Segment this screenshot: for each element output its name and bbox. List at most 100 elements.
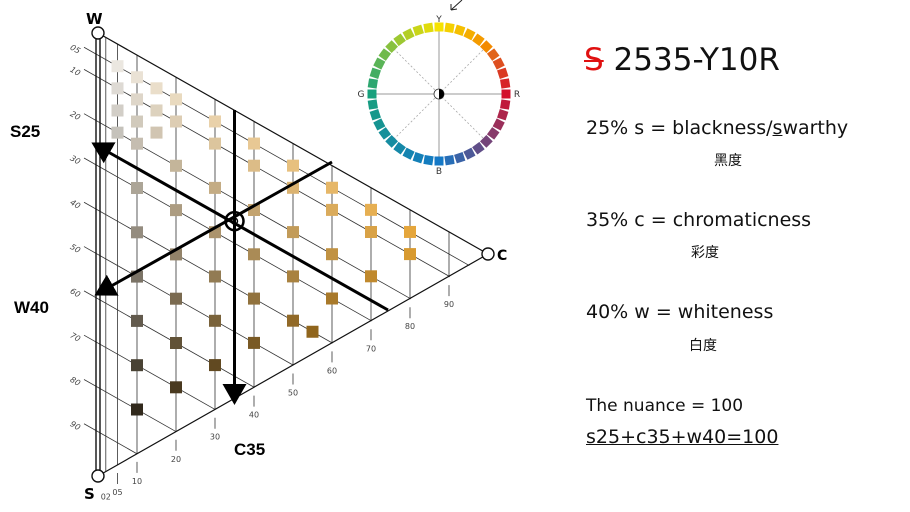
color-sample xyxy=(111,60,124,73)
color-sample xyxy=(170,115,182,128)
blackness-tick-label: 20 xyxy=(69,109,82,122)
blackness-line xyxy=(83,334,216,410)
neutral-center-black xyxy=(439,89,444,99)
c35-label: C35 xyxy=(234,440,266,459)
color-sample xyxy=(287,159,299,172)
hue-sample xyxy=(480,135,493,148)
chromaticness-tick-label: 30 xyxy=(210,433,220,442)
target-nuance-marker xyxy=(224,210,245,232)
target-nuance-dot xyxy=(230,217,239,225)
c-vertex xyxy=(481,247,495,261)
hue-sample xyxy=(402,147,415,160)
color-sample xyxy=(365,226,377,238)
w-vertex xyxy=(91,26,105,40)
hue-label-r: R xyxy=(514,90,520,100)
color-sample xyxy=(111,82,124,95)
color-sample xyxy=(170,381,182,394)
hue-sample xyxy=(367,78,378,89)
whiteness-definition: 40% w = whiteness xyxy=(586,301,774,323)
blackness-tick-label: 50 xyxy=(69,242,82,255)
hue-sample xyxy=(486,127,500,140)
color-sample xyxy=(209,115,221,128)
blackness-tick-label: 30 xyxy=(69,154,82,167)
hue-sample xyxy=(367,89,377,99)
hue-pointer-arrow xyxy=(450,0,463,11)
hue-sample xyxy=(373,57,386,70)
color-sample xyxy=(131,115,143,128)
hue-sample xyxy=(412,152,424,164)
color-sample xyxy=(326,181,338,194)
color-sample xyxy=(209,359,221,372)
s25-label: S25 xyxy=(10,122,41,141)
hue-diagonal xyxy=(390,45,488,143)
chromaticness-tick-label: 02 xyxy=(101,493,111,502)
hue-sample xyxy=(434,156,444,166)
chromaticness-definition: 35% c = chromaticness xyxy=(586,209,812,231)
chromaticness-tick-label: 70 xyxy=(366,344,376,353)
blackness-tick-label: 40 xyxy=(69,198,82,211)
color-sample xyxy=(248,292,260,305)
color-sample xyxy=(131,182,143,194)
blackness-tick-label: 80 xyxy=(69,375,82,388)
hue-label-b: B xyxy=(436,167,442,177)
hue-sample xyxy=(444,155,455,166)
arrows xyxy=(91,110,389,405)
color-samples xyxy=(111,60,416,416)
chromaticness-tick-label: 20 xyxy=(171,455,181,464)
hue-sample xyxy=(500,78,511,89)
hue-sample xyxy=(463,28,476,41)
color-sample xyxy=(170,93,182,106)
hue-sample xyxy=(412,24,424,36)
w-vertex-label: W xyxy=(86,10,103,28)
chromaticness-cjk: 彩度 xyxy=(691,245,719,261)
color-sample xyxy=(150,82,163,95)
blackness-line xyxy=(83,246,294,366)
color-sample xyxy=(326,248,338,261)
hue-sample xyxy=(369,109,381,121)
color-sample xyxy=(150,126,163,139)
hue-sample xyxy=(454,24,466,36)
color-sample xyxy=(209,137,221,150)
hue-sample xyxy=(434,22,444,32)
hue-sample xyxy=(423,22,434,33)
hue-sample xyxy=(423,155,434,166)
color-sample xyxy=(170,159,182,172)
ncs-notation: S 2535-Y10R xyxy=(584,42,780,78)
standard-prefix: S xyxy=(584,42,604,78)
color-sample xyxy=(170,337,182,349)
color-sample xyxy=(170,204,182,217)
chromaticness-tick-label: 90 xyxy=(444,300,454,309)
color-sample xyxy=(287,270,299,283)
color-sample xyxy=(209,314,221,327)
hue-sample xyxy=(472,141,485,155)
chromaticness-tick-label: 80 xyxy=(405,322,415,331)
nuance-text: The nuance = 100 xyxy=(586,396,744,416)
color-sample xyxy=(248,137,260,150)
hue-sample xyxy=(402,28,415,41)
hue-sample xyxy=(501,89,511,99)
blackness-tick-label: 05 xyxy=(69,43,82,56)
chromaticness-tick-label: 40 xyxy=(249,411,259,420)
color-sample xyxy=(365,270,377,283)
blackness-definition: 25% s = blackness/swarthy xyxy=(586,117,848,139)
color-sample xyxy=(248,159,260,172)
hue-circle: Y R B G xyxy=(358,0,520,177)
chromaticness-tick-label: 05 xyxy=(112,488,122,497)
hue-label-g: G xyxy=(358,90,365,100)
color-sample xyxy=(287,314,299,327)
hue-sample xyxy=(369,67,381,79)
blackness-line xyxy=(83,290,255,388)
hue-sample xyxy=(492,118,505,131)
s-vertex xyxy=(91,469,105,483)
hue-sample xyxy=(497,109,509,121)
hue-sample xyxy=(497,67,509,79)
hue-sample xyxy=(393,141,406,155)
hue-sample xyxy=(444,22,455,33)
color-sample xyxy=(326,292,338,305)
color-sample xyxy=(404,248,416,261)
hue-sample xyxy=(393,33,406,47)
blackness-tick-label: 60 xyxy=(69,286,82,299)
color-sample xyxy=(306,325,319,338)
blackness-line xyxy=(83,69,450,277)
